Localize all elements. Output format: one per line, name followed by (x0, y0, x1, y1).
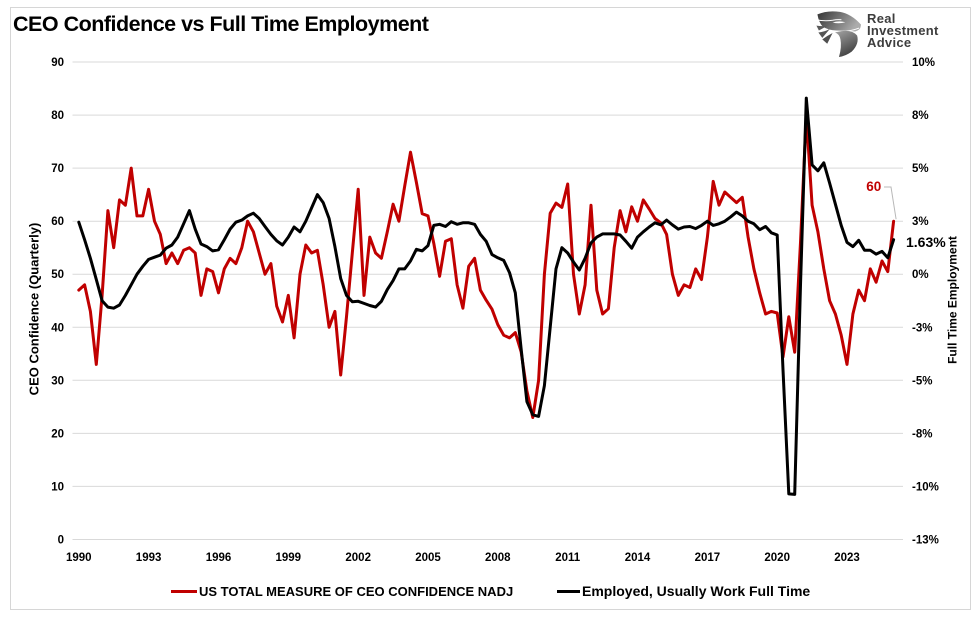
svg-text:Real: Real (867, 11, 896, 26)
svg-text:70: 70 (51, 163, 64, 175)
svg-text:80: 80 (51, 110, 64, 122)
svg-text:30: 30 (51, 375, 64, 387)
svg-text:1990: 1990 (66, 552, 92, 564)
svg-text:1993: 1993 (136, 552, 162, 564)
svg-text:Employed, Usually Work Full Ti: Employed, Usually Work Full Time (582, 583, 810, 599)
svg-text:20: 20 (51, 428, 64, 440)
svg-text:1996: 1996 (206, 552, 232, 564)
svg-text:1999: 1999 (276, 552, 302, 564)
svg-text:2023: 2023 (834, 552, 860, 564)
svg-text:1.63%: 1.63% (906, 234, 946, 250)
svg-text:CEO Confidence vs Full Time Em: CEO Confidence vs Full Time Employment (13, 12, 429, 36)
svg-text:10%: 10% (912, 57, 935, 69)
svg-text:2008: 2008 (485, 552, 511, 564)
svg-text:5%: 5% (912, 163, 929, 175)
svg-text:-8%: -8% (912, 428, 932, 440)
svg-text:60: 60 (866, 179, 881, 194)
svg-text:10: 10 (51, 481, 64, 493)
svg-text:2020: 2020 (764, 552, 790, 564)
svg-text:Advice: Advice (867, 35, 911, 50)
svg-text:50: 50 (51, 269, 64, 281)
svg-text:-5%: -5% (912, 375, 932, 387)
svg-text:Full Time Employment: Full Time Employment (946, 236, 960, 364)
svg-text:2017: 2017 (695, 552, 721, 564)
svg-text:Investment: Investment (867, 23, 939, 38)
svg-text:60: 60 (51, 216, 64, 228)
svg-text:US TOTAL MEASURE OF CEO CONFID: US TOTAL MEASURE OF CEO CONFIDENCE NADJ (199, 584, 513, 599)
svg-text:3%: 3% (912, 216, 929, 228)
svg-text:2002: 2002 (345, 552, 371, 564)
svg-text:-13%: -13% (912, 535, 939, 547)
svg-text:2014: 2014 (625, 552, 651, 564)
svg-text:0: 0 (58, 535, 64, 547)
svg-text:90: 90 (51, 57, 64, 69)
svg-text:8%: 8% (912, 110, 929, 122)
svg-text:2011: 2011 (555, 552, 581, 564)
svg-text:-10%: -10% (912, 481, 939, 493)
svg-text:2005: 2005 (415, 552, 441, 564)
svg-text:40: 40 (51, 322, 64, 334)
svg-text:0%: 0% (912, 269, 929, 281)
svg-text:CEO Confidence (Quarterly): CEO Confidence (Quarterly) (27, 223, 42, 396)
svg-text:-3%: -3% (912, 322, 932, 334)
